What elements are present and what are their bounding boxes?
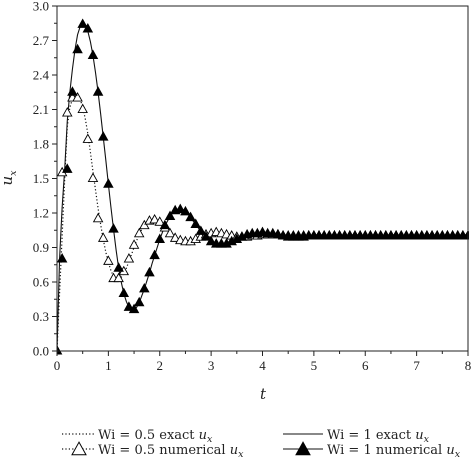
- marker-wi1-numerical: [118, 287, 130, 298]
- marker-wi05-numerical: [87, 172, 99, 183]
- marker-wi05-numerical: [77, 103, 88, 114]
- marker-wi1-numerical: [205, 235, 217, 246]
- y-tick-label: 2.1: [33, 102, 49, 117]
- x-tick-label: 4: [259, 358, 266, 373]
- marker-wi1-numerical: [108, 223, 119, 233]
- y-tick-label: 2.4: [33, 68, 50, 83]
- marker-wi05-numerical: [139, 219, 150, 230]
- marker-wi1-numerical: [154, 233, 166, 243]
- legend-item-wi05-numerical: Wi = 0.5 numerical ux: [62, 441, 244, 457]
- y-tick-label: 0.6: [33, 275, 50, 290]
- marker-wi1-numerical: [77, 18, 88, 28]
- legend-label: Wi = 1 numerical ux: [327, 443, 461, 457]
- x-tick-label: 0: [54, 358, 61, 373]
- marker-wi05-numerical: [97, 232, 109, 242]
- legend-label: Wi = 0.5 numerical ux: [98, 443, 244, 457]
- y-tick-label: 1.5: [33, 171, 49, 186]
- x-tick-label: 1: [105, 358, 112, 373]
- marker-wi05-numerical: [82, 133, 94, 143]
- legend-filled-triangle-icon: [295, 441, 311, 456]
- series-line-wi05-exact: [57, 96, 468, 352]
- plot-frame: [56, 5, 469, 352]
- marker-wi1-numerical: [57, 253, 68, 263]
- legend: Wi = 0.5 exact ux Wi = 1 exact ux Wi = 0.5…: [62, 428, 461, 457]
- legend-open-triangle-icon: [71, 441, 87, 456]
- marker-wi1-numerical: [139, 282, 150, 293]
- marker-wi05-numerical: [154, 216, 166, 226]
- marker-wi1-numerical: [190, 218, 201, 229]
- x-tick-label: 3: [208, 358, 215, 373]
- marker-wi05-numerical: [128, 239, 140, 249]
- x-axis-label: t: [260, 385, 267, 403]
- marker-wi05-numerical: [113, 272, 124, 283]
- marker-wi1-numerical: [67, 86, 78, 96]
- legend-item-wi1-exact: Wi = 1 exact ux: [283, 428, 430, 445]
- marker-wi1-numerical: [113, 262, 124, 272]
- marker-wi1-numerical: [62, 163, 73, 173]
- marker-wi05-numerical: [169, 232, 181, 242]
- marker-wi05-numerical: [133, 227, 145, 238]
- y-tick-label: 0.9: [33, 240, 49, 255]
- legend-item-wi1-numerical: Wi = 1 numerical ux: [283, 441, 461, 457]
- x-tick-label: 7: [413, 358, 420, 373]
- x-tick-label: 6: [362, 358, 369, 373]
- marker-wi05-numerical: [62, 107, 73, 117]
- y-axis-label: ux: [0, 170, 19, 186]
- marker-wi1-numerical: [175, 203, 186, 214]
- marker-wi05-numerical: [92, 212, 104, 223]
- marker-wi1-numerical: [92, 86, 104, 96]
- legend-label: Wi = 0.5 exact ux: [98, 428, 213, 445]
- marker-wi05-numerical: [149, 213, 160, 224]
- x-tick-label: 2: [157, 358, 164, 373]
- marker-wi1-numerical: [180, 205, 191, 216]
- marker-wi1-numerical: [164, 210, 176, 220]
- y-tick-label: 2.7: [33, 33, 50, 48]
- marker-wi1-numerical: [133, 296, 145, 307]
- marker-wi05-numerical: [103, 255, 114, 265]
- series-line-wi1-exact: [57, 23, 468, 352]
- marker-wi1-numerical: [97, 131, 109, 141]
- marker-wi1-numerical: [57, 345, 63, 355]
- marker-wi1-numerical: [195, 225, 207, 235]
- marker-wi05-numerical: [164, 227, 176, 238]
- y-tick-label: 1.2: [33, 206, 49, 221]
- marker-wi1-numerical: [82, 23, 94, 33]
- y-tick-label: 0.3: [33, 309, 49, 324]
- legend-item-wi05-exact: Wi = 0.5 exact ux: [62, 428, 213, 445]
- marker-wi1-numerical: [87, 49, 99, 59]
- marker-wi1-numerical: [144, 266, 155, 277]
- x-tick-label: 8: [465, 358, 472, 373]
- marker-wi05-numerical: [123, 253, 135, 263]
- y-tick-label: 1.8: [33, 137, 49, 152]
- x-tick-label: 5: [311, 358, 318, 373]
- y-tick-label: 0.0: [33, 344, 49, 359]
- marker-wi1-numerical: [149, 249, 160, 260]
- marker-wi1-numerical: [159, 219, 171, 230]
- plot-area: [57, 18, 469, 355]
- marker-wi1-numerical: [185, 211, 196, 222]
- marker-wi1-numerical: [128, 303, 140, 314]
- marker-wi1-numerical: [200, 231, 212, 241]
- y-tick-label: 3.0: [33, 0, 49, 14]
- legend-label: Wi = 1 exact ux: [327, 428, 430, 445]
- marker-wi1-numerical: [103, 178, 114, 188]
- marker-wi05-numerical: [72, 92, 83, 102]
- marker-wi1-numerical: [72, 43, 83, 54]
- axes: 0 1 2 3 4 5 6 7 8 0.0 0.3 0.6 0.9 1.2 1.5 1.8 2.1 2.4 2.7 3…: [33, 0, 472, 373]
- marker-wi1-numerical: [123, 301, 135, 311]
